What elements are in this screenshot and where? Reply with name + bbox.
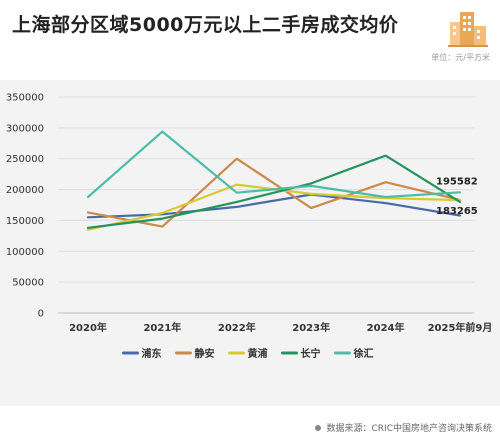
y-tick-label: 250000	[6, 154, 44, 165]
legend-label: 黄浦	[248, 347, 268, 360]
footer: 数据来源：CRIC中国房地产咨询决策系统	[0, 406, 500, 446]
y-tick-label: 350000	[6, 93, 44, 104]
legend-label: 浦东	[142, 347, 162, 360]
line-chart: 0 50000 100000 150000 200000 250000 300000 3500…	[6, 93, 493, 361]
x-tick-label: 2023年	[292, 321, 330, 334]
x-tick-label: 2024年	[367, 321, 405, 334]
data-source: 数据来源：CRIC中国房地产咨询决策系统	[314, 421, 492, 434]
data-label: 183265	[436, 206, 478, 217]
buildings-logo-icon	[448, 12, 488, 47]
y-tick-label: 150000	[6, 216, 44, 227]
y-tick-label: 50000	[12, 278, 44, 289]
unit-label: 单位：元/平方米	[431, 53, 490, 62]
y-tick-label: 200000	[6, 185, 44, 196]
series-line-5	[86, 130, 462, 199]
y-tick-label: 0	[38, 309, 44, 320]
x-tick-label: 2021年	[143, 321, 181, 334]
page-title: 上海部分区域5000万元以上二手房成交均价	[12, 14, 399, 36]
data-source-text: 数据来源：CRIC中国房地产咨询决策系统	[326, 424, 492, 434]
legend-label: 徐汇	[353, 347, 374, 360]
series-line-4	[86, 154, 462, 229]
x-tick-label: 2025年前9月	[428, 321, 493, 334]
chart-panel	[0, 80, 500, 406]
series-line-2	[86, 157, 462, 228]
data-label: 195582	[436, 176, 478, 187]
y-tick-label: 300000	[6, 123, 44, 134]
bullet-dot-icon	[314, 424, 321, 431]
x-tick-label: 2022年	[218, 321, 256, 334]
x-tick-label: 2020年	[69, 321, 107, 334]
y-tick-label: 100000	[6, 247, 44, 258]
legend-label: 静安	[195, 347, 215, 360]
legend-label: 长宁	[301, 347, 321, 360]
